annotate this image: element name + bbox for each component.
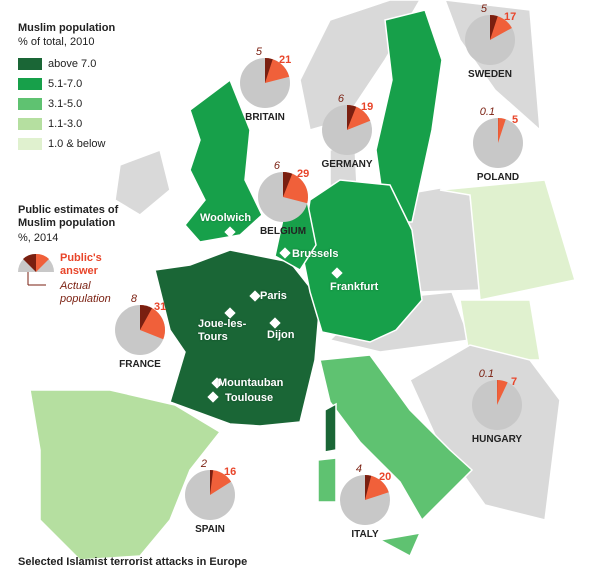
icon-actual <box>23 253 36 272</box>
city-label: Toulouse <box>225 392 274 404</box>
land <box>29 0 576 561</box>
answer-label: 31 <box>154 301 166 313</box>
pie: 4 20 <box>340 463 391 525</box>
answer-label: 17 <box>504 11 516 23</box>
country-label: BRITAIN <box>245 112 285 123</box>
actual-wedge <box>347 105 357 130</box>
answer-label: 5 <box>512 114 518 126</box>
city-marker <box>207 391 219 403</box>
actual-label: Actual population <box>60 280 111 305</box>
city-marker <box>249 290 261 302</box>
legend-label: above 7.0 <box>48 58 97 70</box>
city-label: Frankfurt <box>330 281 379 293</box>
answer-label: 29 <box>297 168 309 180</box>
spain <box>29 389 222 561</box>
answer-label: 21 <box>279 54 291 66</box>
pie: 2 16 <box>185 458 236 520</box>
city-marker <box>269 317 281 329</box>
legend-label: 3.1-5.0 <box>48 98 83 110</box>
actual-label: 6 <box>274 160 281 172</box>
pie: 6 29 <box>258 160 309 222</box>
actual-label: 6 <box>338 93 345 105</box>
legend-label: 1.0 & below <box>48 138 106 150</box>
country-label: BELGIUM <box>259 226 307 237</box>
pie: 5 21 <box>240 46 291 108</box>
actual-label: 5 <box>256 46 263 58</box>
britain <box>184 78 263 243</box>
city-marker <box>211 377 223 389</box>
ireland <box>114 149 171 216</box>
answer-label: Public's answer <box>60 252 102 277</box>
country-label: HUNGARY <box>471 434 523 445</box>
actual-label: 8 <box>131 293 138 305</box>
answer-wedge <box>210 470 232 495</box>
actual-wedge <box>490 15 498 40</box>
answer-wedge <box>497 380 508 405</box>
city-label: Joue-les-Tours <box>198 318 247 343</box>
actual-wedge <box>265 58 273 83</box>
answer-label: 7 <box>511 376 517 388</box>
actual-wedge <box>283 172 293 197</box>
legend-label: 1.1-3.0 <box>48 118 83 130</box>
pie: 5 17 <box>465 3 516 65</box>
pie: 6 19 <box>322 93 373 155</box>
footer-title: Selected Islamist terrorist attacks in E… <box>18 556 248 568</box>
actual-label: 0.1 <box>480 106 495 118</box>
city-marker <box>331 267 343 279</box>
pie-legend-subtitle: %, 2014 <box>18 232 59 244</box>
sweden <box>375 9 443 223</box>
legend-subtitle: % of total, 2010 <box>18 36 95 48</box>
france <box>154 249 321 427</box>
romania <box>459 299 541 361</box>
country-label: SPAIN <box>195 524 225 535</box>
actual-label: 4 <box>356 463 362 475</box>
icon-answer <box>36 253 49 272</box>
actual-label: 0.1 <box>479 368 494 380</box>
city-label: Mountauban <box>218 377 284 389</box>
answer-label: 16 <box>224 466 236 478</box>
ukraine <box>439 179 576 301</box>
city-marker <box>224 307 236 319</box>
corsica <box>324 402 337 453</box>
country-label: POLAND <box>476 172 520 183</box>
country-label: ITALY <box>351 529 379 540</box>
italy <box>319 354 474 522</box>
legend-label: 5.1-7.0 <box>48 78 83 90</box>
sardinia <box>317 457 337 503</box>
actual-wedge <box>365 475 372 500</box>
legend-swatch <box>18 58 42 70</box>
city-label: Brussels <box>292 248 339 260</box>
city-marker <box>279 247 291 259</box>
pie: 0.15 <box>473 106 523 168</box>
country-label: GERMANY <box>321 159 373 170</box>
legend-title: Muslim population <box>18 22 116 34</box>
city-label: Woolwich <box>200 212 252 224</box>
actual-label: 5 <box>481 3 488 15</box>
pie-legend-title: Public estimates of Muslim population <box>18 204 119 229</box>
city-marker <box>224 226 236 238</box>
actual-wedge <box>140 305 153 330</box>
country-label: FRANCE <box>119 359 161 370</box>
pie-legend-icon <box>18 253 54 286</box>
answer-wedge <box>498 118 506 143</box>
pie: 0.17 <box>472 368 522 430</box>
pie: 8 31 <box>115 293 166 355</box>
sicily <box>377 532 422 558</box>
country-label: SWEDEN <box>468 69 512 80</box>
answer-label: 20 <box>379 471 391 483</box>
germany <box>301 179 423 343</box>
answer-label: 19 <box>361 101 373 113</box>
legend-swatch <box>18 98 42 110</box>
legend-swatch <box>18 118 42 130</box>
answer-wedge <box>365 475 389 500</box>
legend-swatch <box>18 78 42 90</box>
legend-swatch <box>18 138 42 150</box>
city-label: Dijon <box>267 329 295 341</box>
actual-wedge <box>210 470 214 495</box>
city-label: Paris <box>260 290 287 302</box>
actual-label: 2 <box>200 458 207 470</box>
